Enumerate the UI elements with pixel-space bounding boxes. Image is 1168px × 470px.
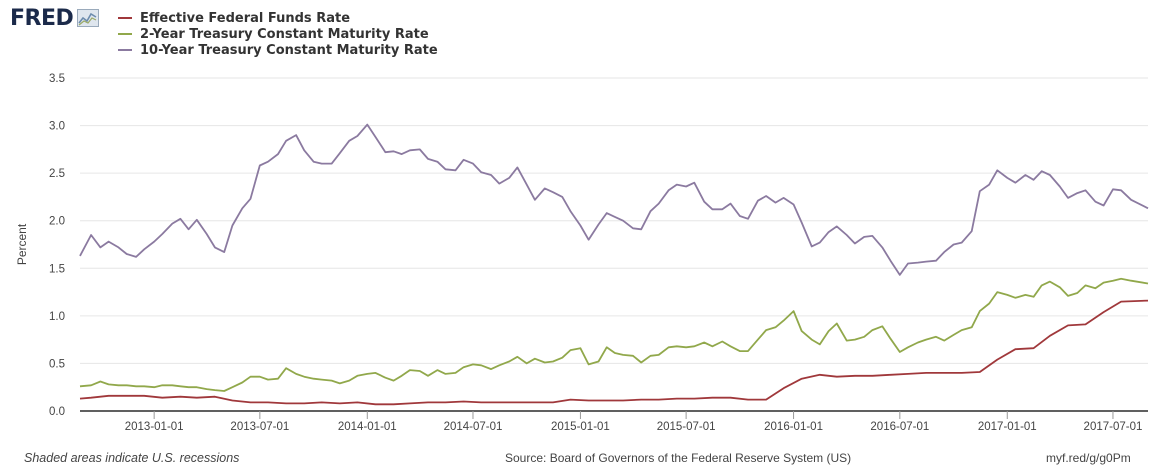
x-tick-label: 2014-01-01: [338, 421, 397, 433]
legend-item[interactable]: Effective Federal Funds Rate: [118, 10, 438, 26]
legend-item[interactable]: 2-Year Treasury Constant Maturity Rate: [118, 26, 438, 42]
legend-swatch: [118, 17, 132, 19]
x-tick-label: 2016-07-01: [870, 421, 929, 433]
series-line-2[interactable]: [79, 277, 1149, 392]
y-axis-title: Percent: [15, 223, 29, 265]
series-lines: [79, 123, 1149, 406]
series-line-1[interactable]: [79, 299, 1149, 406]
line-chart: 0.0 0.5 1.0 1.5 2.0 2.5 3.0 3.5 2013-01-01 2013-0…: [15, 73, 1149, 433]
source-note: Source: Board of Governors of the Federa…: [505, 451, 852, 465]
x-tick-label: 2015-07-01: [657, 421, 716, 433]
x-tick-label: 2013-07-01: [230, 421, 289, 433]
legend-swatch: [118, 33, 132, 35]
x-tick-label: 2015-01-01: [551, 421, 610, 433]
y-tick-label: 1.0: [49, 311, 65, 323]
x-tick-label: 2017-01-01: [978, 421, 1037, 433]
y-tick-label: 3.5: [49, 73, 65, 85]
y-tick-label: 0.0: [49, 406, 65, 418]
y-tick-label: 2.0: [49, 216, 65, 228]
y-tick-label: 0.5: [49, 358, 65, 370]
x-tick-label: 2016-01-01: [764, 421, 823, 433]
legend-label: 10-Year Treasury Constant Maturity Rate: [140, 42, 438, 58]
fred-chart-icon: [77, 9, 100, 27]
recession-note: Shaded areas indicate U.S. recessions: [24, 451, 240, 465]
legend-item[interactable]: 10-Year Treasury Constant Maturity Rate: [118, 42, 438, 58]
short-link[interactable]: myf.red/g/g0Pm: [1046, 451, 1131, 465]
y-tick-label: 1.5: [49, 263, 65, 275]
chart-header: FRED Effective Federal Funds Rate 2-Year …: [0, 0, 1168, 62]
chart-legend: Effective Federal Funds Rate 2-Year Treas…: [118, 10, 438, 58]
y-tick-label: 3.0: [49, 121, 65, 133]
fred-logo[interactable]: FRED: [10, 4, 100, 32]
legend-label: Effective Federal Funds Rate: [140, 10, 351, 26]
axes: 0.0 0.5 1.0 1.5 2.0 2.5 3.0 3.5 2013-01-01 2013-0…: [15, 73, 1148, 433]
series-line-3[interactable]: [79, 123, 1149, 276]
gridlines: [80, 77, 1148, 364]
legend-label: 2-Year Treasury Constant Maturity Rate: [140, 26, 429, 42]
y-tick-label: 2.5: [49, 168, 65, 180]
legend-swatch: [118, 49, 132, 51]
fred-logo-text: FRED: [10, 5, 74, 31]
x-tick-label: 2014-07-01: [444, 421, 503, 433]
x-tick-label: 2013-01-01: [125, 421, 184, 433]
x-tick-label: 2017-07-01: [1084, 421, 1143, 433]
